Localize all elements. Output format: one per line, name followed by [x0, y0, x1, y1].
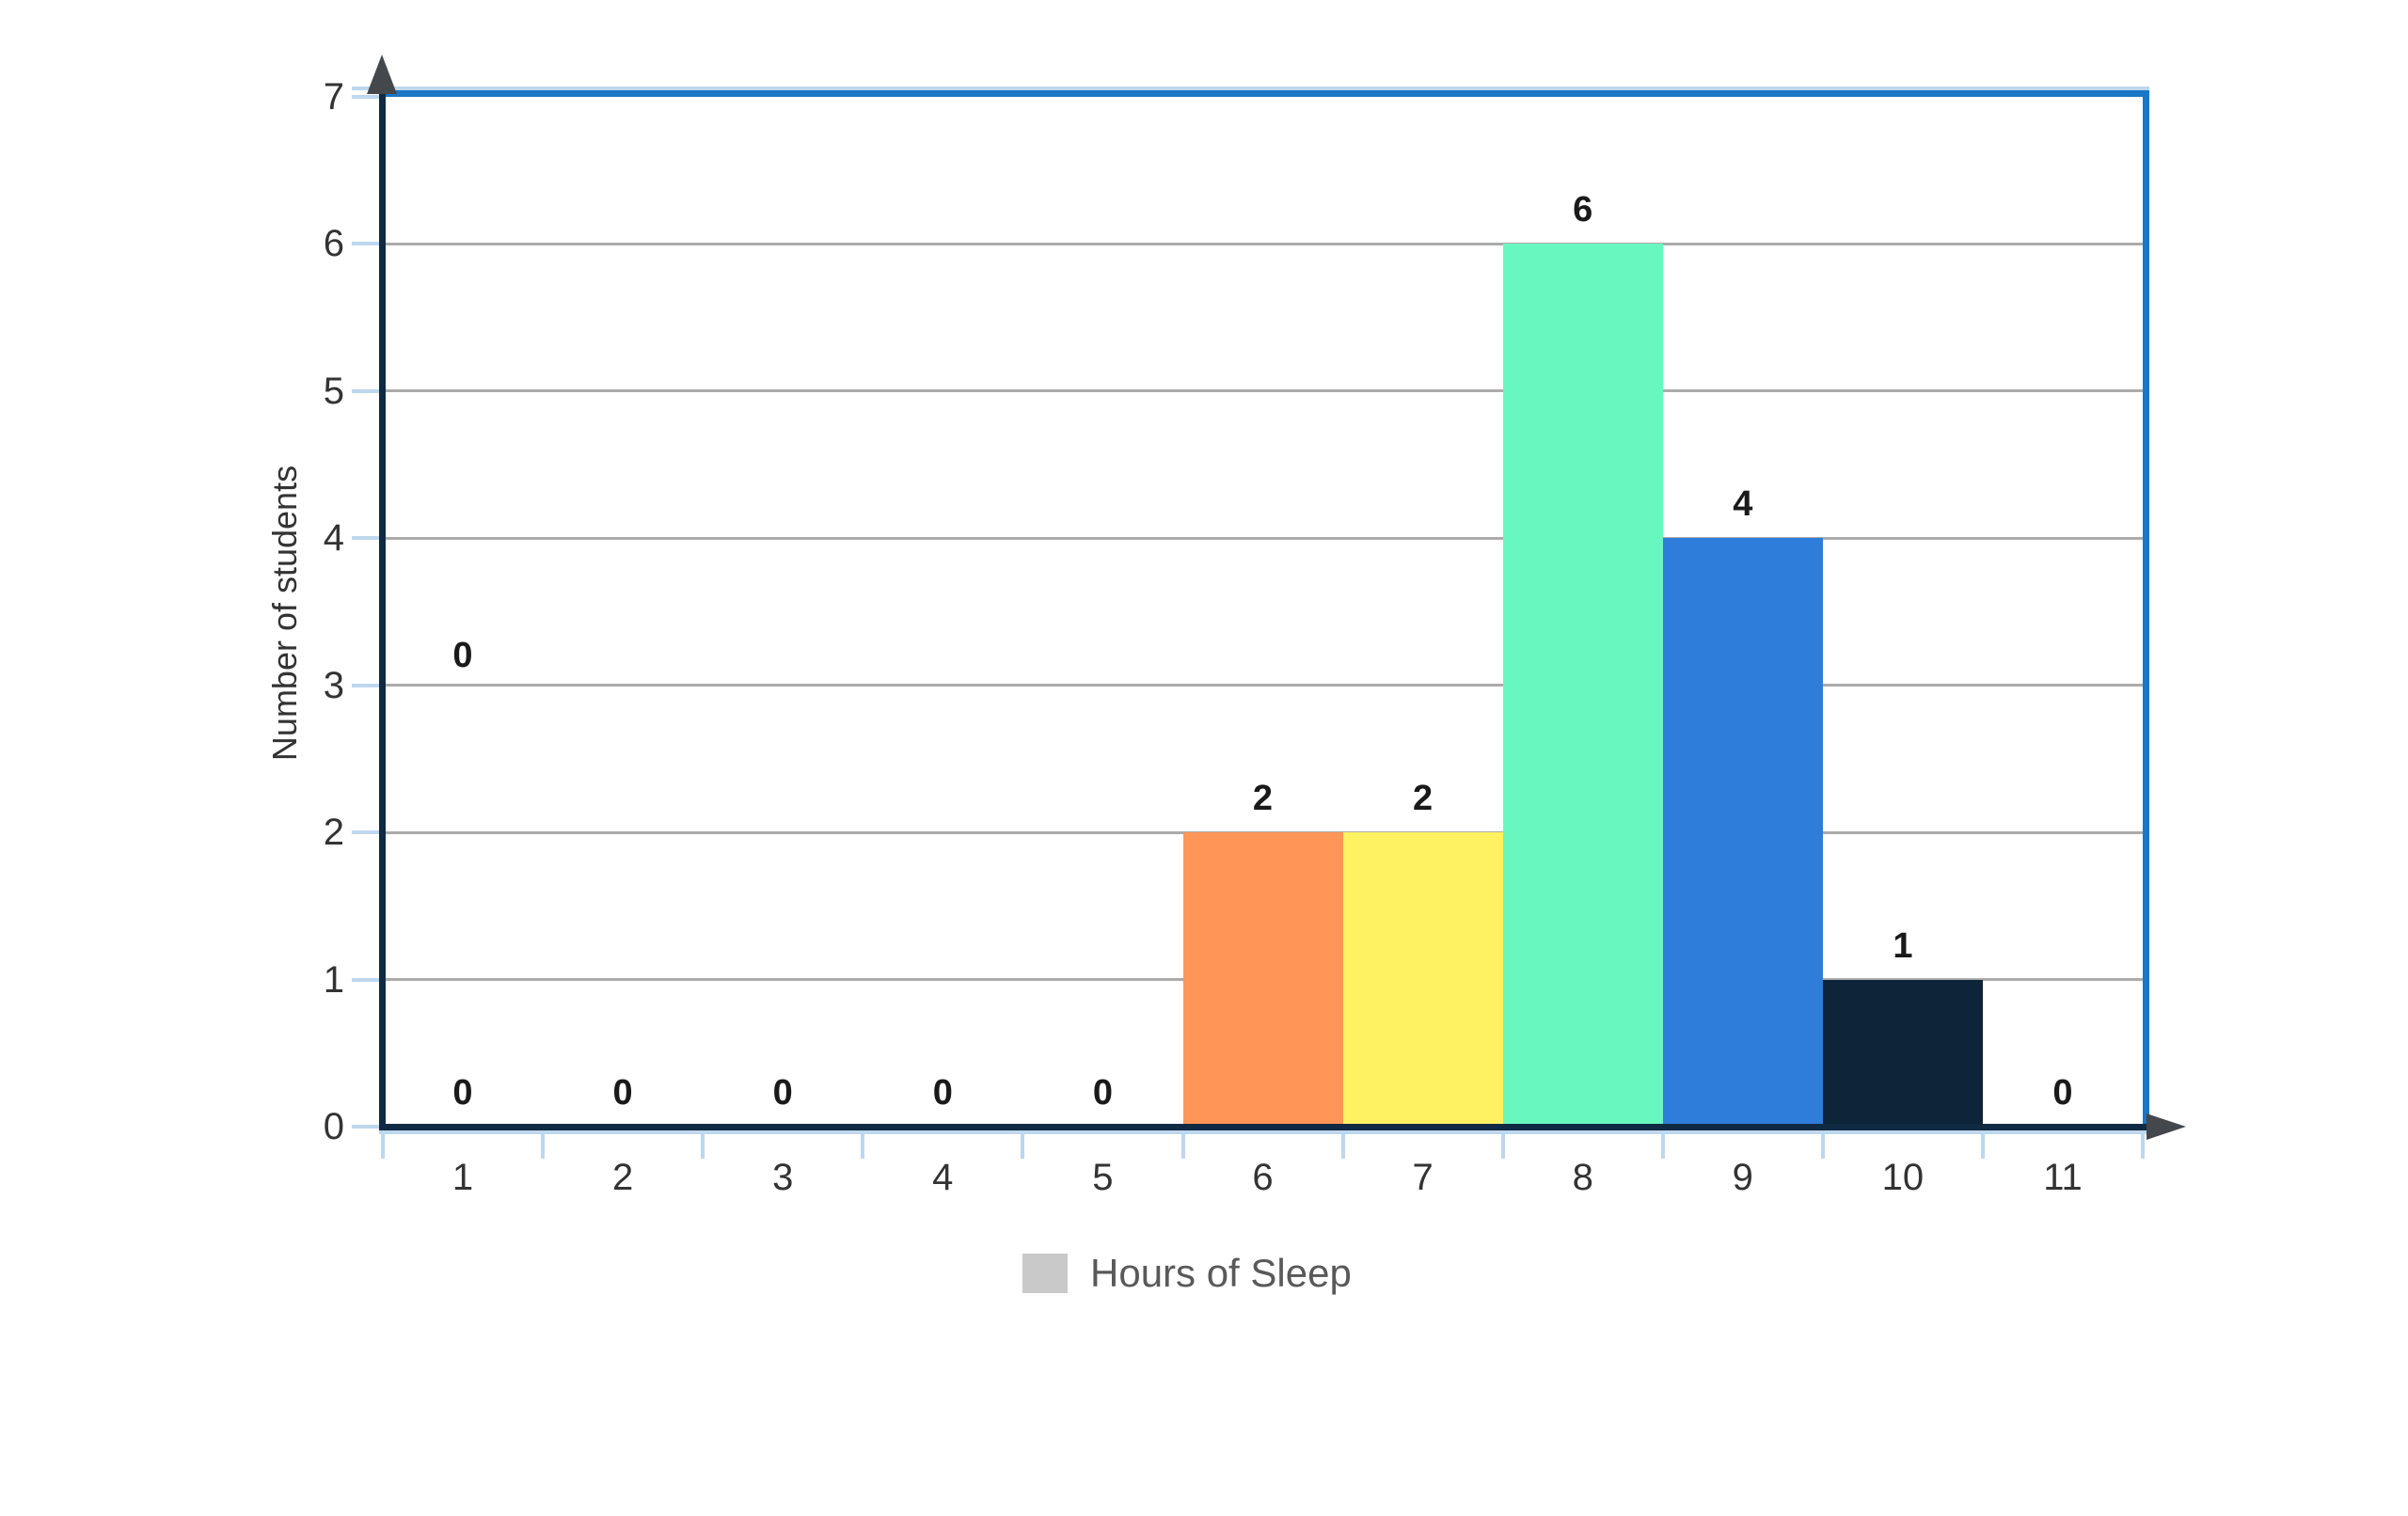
gridline-y-5 — [386, 389, 2143, 393]
bar-9 — [1662, 538, 1823, 1125]
y-tick-label-4: 4 — [323, 517, 344, 560]
bar-label-4: 0 — [932, 1073, 953, 1113]
bar-6 — [1182, 832, 1343, 1125]
x-tick-label-4: 4 — [932, 1157, 954, 1198]
y-tick-2 — [352, 830, 383, 835]
x-tick-boundary-6 — [1340, 1134, 1345, 1159]
y-tick-label-1: 1 — [323, 958, 344, 1001]
annotation-label-0: 0 — [452, 636, 473, 676]
x-tick-label-10: 10 — [1881, 1157, 1925, 1198]
x-tick-label-8: 8 — [1572, 1157, 1593, 1198]
bar-label-8: 6 — [1573, 190, 1593, 230]
y-tick-label-3: 3 — [323, 664, 344, 706]
y-tick-5 — [352, 388, 383, 393]
x-tick-label-1: 1 — [452, 1157, 474, 1198]
x-tick-boundary-1 — [541, 1134, 546, 1159]
y-tick-label-6: 6 — [323, 223, 344, 265]
top-light-tickline — [352, 87, 2149, 90]
bar-label-7: 2 — [1413, 779, 1434, 819]
legend-label: Hours of Sleep — [1090, 1251, 1352, 1295]
bar-label-6: 2 — [1252, 779, 1274, 819]
x-tick-label-9: 9 — [1732, 1157, 1753, 1198]
bar-label-5: 0 — [1092, 1073, 1113, 1113]
bar-label-3: 0 — [772, 1073, 793, 1113]
y-tick-label-5: 5 — [323, 370, 344, 412]
x-tick-boundary-4 — [1021, 1134, 1025, 1159]
y-tick-0 — [352, 1125, 383, 1129]
y-tick-3 — [352, 683, 383, 687]
gridline-y-4 — [386, 536, 2143, 540]
x-tick-boundary-7 — [1500, 1134, 1505, 1159]
bar-label-2: 0 — [612, 1073, 633, 1113]
x-tick-label-7: 7 — [1412, 1157, 1434, 1198]
x-tick-label-11: 11 — [2043, 1157, 2083, 1198]
x-tick-boundary-10 — [1980, 1134, 1985, 1159]
bar-label-1: 0 — [452, 1073, 473, 1113]
legend-swatch-icon — [1022, 1254, 1068, 1293]
x-tick-boundary-11 — [2141, 1134, 2145, 1159]
x-tick-label-2: 2 — [611, 1157, 634, 1198]
y-axis-arrow-icon — [367, 55, 397, 94]
plot-right-border — [2143, 90, 2149, 1130]
bar-10 — [1822, 979, 1983, 1125]
y-tick-1 — [352, 977, 383, 982]
y-tick-6 — [352, 242, 383, 246]
x-tick-boundary-3 — [861, 1134, 865, 1159]
bar-8 — [1502, 244, 1663, 1125]
plot-top-border — [383, 90, 2149, 97]
x-tick-boundary-9 — [1820, 1134, 1825, 1159]
y-tick-4 — [352, 536, 383, 541]
gridline-y-3 — [386, 684, 2143, 687]
y-tick-label-2: 2 — [323, 812, 344, 854]
x-tick-label-3: 3 — [772, 1157, 794, 1198]
bar-7 — [1342, 832, 1503, 1125]
bar-label-9: 4 — [1733, 484, 1753, 525]
x-tick-boundary-8 — [1660, 1134, 1665, 1159]
x-tick-boundary-5 — [1180, 1134, 1185, 1159]
x-axis-line — [379, 1124, 2149, 1130]
legend: Hours of Sleep — [1022, 1251, 1352, 1296]
x-tick-boundary-0 — [381, 1134, 385, 1159]
x-axis-arrow-icon — [2147, 1113, 2186, 1140]
baseline-light-tickline — [379, 1130, 2162, 1134]
y-tick-label-0: 0 — [323, 1106, 344, 1147]
x-tick-label-5: 5 — [1092, 1157, 1114, 1198]
bar-label-10: 1 — [1893, 925, 1913, 966]
y-tick-label-7: 7 — [323, 76, 344, 118]
y-axis-line — [379, 68, 386, 1130]
y-tick-7 — [352, 95, 383, 99]
x-tick-boundary-2 — [701, 1134, 705, 1159]
gridline-y-6 — [386, 242, 2143, 245]
y-axis-title: Number of students — [265, 465, 304, 762]
bar-label-11: 0 — [2052, 1073, 2073, 1113]
x-tick-label-6: 6 — [1252, 1157, 1274, 1198]
